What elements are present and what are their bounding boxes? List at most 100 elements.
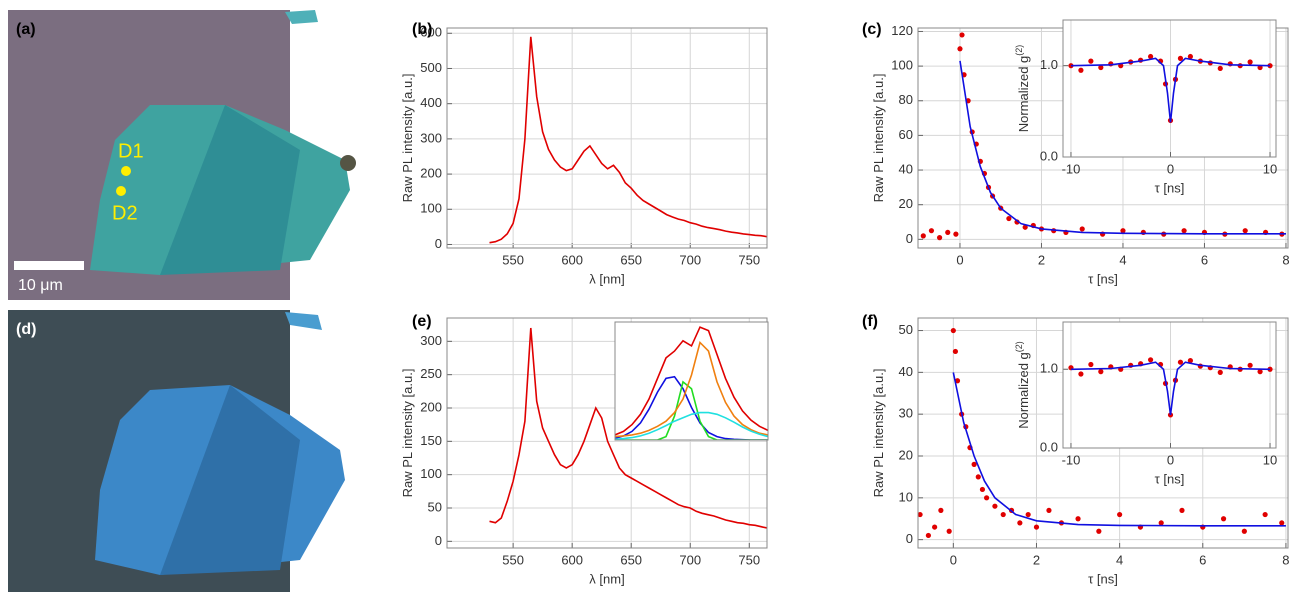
y-tick-label: 1.0 [1040,361,1058,376]
series-line [615,326,768,436]
y-axis-label: Raw PL intensity [a.u.] [871,369,886,498]
image-a: D1 D2 10 μm (a) [8,10,356,300]
data-point [953,231,959,237]
data-point [1262,511,1268,518]
plot-area [615,322,768,440]
panel-label: (c) [862,21,882,38]
x-tick-label: 550 [502,552,524,567]
y-tick-label: 150 [420,433,442,448]
y-tick-label: 100 [891,58,913,73]
data-point [975,474,981,480]
data-point [938,507,944,513]
scale-bar [14,261,84,270]
data-point [945,229,951,236]
data-point [1147,53,1154,60]
y-tick-label: 100 [420,466,442,481]
data-point [957,46,963,52]
data-point [1046,507,1052,513]
data-point [1078,67,1084,73]
x-tick-label: 700 [679,552,701,567]
x-tick-label: 8 [1282,552,1289,567]
x-tick-label: 0 [1167,161,1174,176]
plot-marks [1068,53,1273,124]
image-d: (d) [8,310,345,592]
y-tick-label: 0 [906,231,913,246]
y-axis-label-main: Raw PL intensity [a.u.] [871,74,886,203]
data-point [1147,357,1154,363]
data-point [1006,215,1012,222]
x-axis-label: λ [nm] [589,571,624,586]
data-point [1187,53,1194,60]
marker-label: D1 [118,140,144,162]
x-tick-label: 2 [1038,252,1045,267]
panel-label: (e) [412,313,432,330]
flake-facet [160,385,300,575]
y-tick-label: 120 [891,23,913,38]
chart [614,321,769,441]
data-point [1247,59,1253,65]
y-tick-label: 50 [428,499,442,514]
data-point [920,233,926,239]
series-line [615,380,768,440]
y-axis-label: Normalized g(2) [1014,45,1031,133]
data-point [1025,511,1031,518]
scale-label: 10 μm [18,277,63,294]
y-tick-label: 1.0 [1040,57,1058,72]
series-line [1070,361,1271,416]
plot-area [447,28,767,248]
panel-label: (b) [412,21,432,38]
x-tick-label: 4 [1116,552,1123,567]
x-axis-label: τ [ns] [1088,271,1118,286]
y-axis-label: Raw PL intensity [a.u.] [871,74,886,203]
series-line [1070,57,1271,123]
data-point [1000,511,1006,518]
data-point [1267,366,1273,372]
y-tick-label: 20 [899,196,913,211]
marker-dot [116,186,126,196]
x-tick-label: 700 [679,252,701,267]
y-tick-label: 60 [899,127,913,142]
data-point [1187,357,1194,364]
y-tick-label: 200 [420,399,442,414]
x-tick-label: 750 [738,552,760,567]
data-point [1181,228,1187,234]
data-point [1098,369,1104,375]
y-axis-label-main: Normalized g [1016,352,1031,429]
x-tick-label: 2 [1033,552,1040,567]
plot-frame [446,27,768,249]
data-point [1120,228,1126,234]
x-tick-label: 6 [1201,252,1208,267]
x-tick-label: 0 [956,252,963,267]
series-line [952,372,1286,527]
plot-area [1063,322,1276,448]
data-point [1017,520,1023,526]
y-axis-label-main: Normalized g [1016,56,1031,133]
x-axis-label: τ [ns] [1155,471,1185,486]
data-point [979,486,986,493]
y-tick-label: 0 [435,236,442,251]
y-tick-label: 250 [420,366,442,381]
plot-area [1063,20,1276,157]
data-point [1022,224,1028,230]
chart: -10 0 10 0.0 1.0 τ [ns] Normalized g(2) [1014,321,1277,486]
plot-frame [1062,19,1277,158]
data-point [954,378,961,384]
y-tick-label: 80 [899,92,913,107]
x-tick-label: -10 [1062,161,1081,176]
data-point [1267,63,1273,69]
data-point [952,348,959,355]
panel-label: (d) [16,321,36,338]
data-point [1247,362,1253,368]
plot-marks [918,327,1286,539]
series-line [489,36,767,244]
data-point [925,532,931,539]
y-tick-label: 0 [435,533,442,548]
y-tick-label: 0.0 [1040,148,1058,163]
x-axis-label: τ [ns] [1155,180,1185,195]
y-axis-label-sup: (2) [1014,341,1024,352]
flake [285,10,318,24]
data-point [946,528,952,534]
x-tick-label: 8 [1282,252,1289,267]
particle [340,155,356,171]
y-axis-label-sup: (2) [1014,45,1024,56]
